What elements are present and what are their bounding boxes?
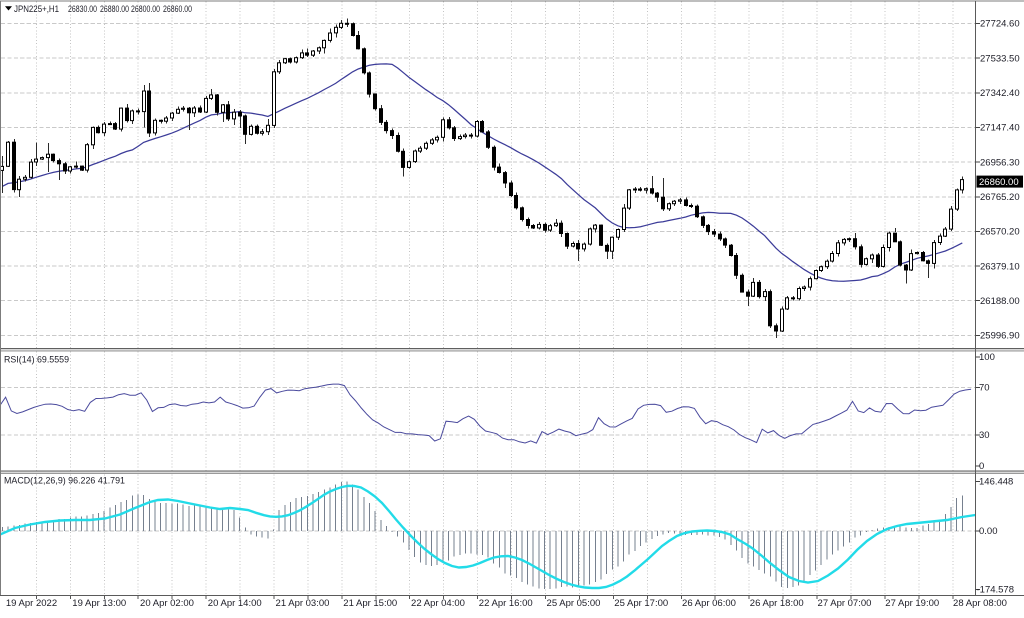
svg-text:25 Apr 17:00: 25 Apr 17:00 bbox=[614, 598, 668, 609]
svg-text:19 Apr 2022: 19 Apr 2022 bbox=[6, 598, 57, 609]
svg-text:70: 70 bbox=[979, 383, 990, 394]
svg-text:26 Apr 18:00: 26 Apr 18:00 bbox=[750, 598, 804, 609]
svg-text:27724.60: 27724.60 bbox=[980, 19, 1020, 30]
svg-text:26956.30: 26956.30 bbox=[980, 157, 1020, 168]
svg-text:19 Apr 13:00: 19 Apr 13:00 bbox=[72, 598, 126, 609]
svg-text:26830.00: 26830.00 bbox=[68, 4, 97, 14]
svg-text:0.00: 0.00 bbox=[979, 526, 998, 537]
svg-text:100: 100 bbox=[979, 352, 995, 363]
svg-text:26188.00: 26188.00 bbox=[980, 296, 1020, 307]
svg-text:26765.20: 26765.20 bbox=[980, 192, 1020, 203]
svg-text:26860.00: 26860.00 bbox=[163, 4, 192, 14]
svg-text:-174.578: -174.578 bbox=[977, 585, 1015, 596]
svg-text:21 Apr 03:00: 21 Apr 03:00 bbox=[276, 598, 330, 609]
svg-text:MACD(12,26,9) 96.226 41.791: MACD(12,26,9) 96.226 41.791 bbox=[4, 476, 125, 487]
svg-text:RSI(14) 69.5559: RSI(14) 69.5559 bbox=[4, 355, 69, 366]
svg-text:30: 30 bbox=[979, 430, 990, 441]
svg-text:27342.40: 27342.40 bbox=[980, 88, 1020, 99]
svg-text:0: 0 bbox=[979, 461, 984, 472]
svg-text:20 Apr 02:00: 20 Apr 02:00 bbox=[140, 598, 194, 609]
svg-text:JPN225+,H1: JPN225+,H1 bbox=[14, 4, 59, 14]
svg-text:25996.90: 25996.90 bbox=[980, 331, 1020, 342]
svg-text:26 Apr 06:00: 26 Apr 06:00 bbox=[682, 598, 736, 609]
svg-text:26379.10: 26379.10 bbox=[980, 261, 1020, 272]
svg-text:25 Apr 05:00: 25 Apr 05:00 bbox=[547, 598, 601, 609]
svg-text:26800.00: 26800.00 bbox=[131, 4, 160, 14]
svg-text:21 Apr 15:00: 21 Apr 15:00 bbox=[343, 598, 397, 609]
svg-text:28 Apr 08:00: 28 Apr 08:00 bbox=[953, 598, 1007, 609]
svg-text:26570.20: 26570.20 bbox=[980, 227, 1020, 238]
svg-text:22 Apr 04:00: 22 Apr 04:00 bbox=[411, 598, 465, 609]
svg-text:20 Apr 14:00: 20 Apr 14:00 bbox=[208, 598, 262, 609]
svg-text:27533.50: 27533.50 bbox=[980, 53, 1020, 64]
svg-text:27 Apr 19:00: 27 Apr 19:00 bbox=[885, 598, 939, 609]
svg-text:146.448: 146.448 bbox=[979, 477, 1013, 488]
svg-text:27 Apr 07:00: 27 Apr 07:00 bbox=[818, 598, 872, 609]
svg-text:26880.00: 26880.00 bbox=[100, 4, 129, 14]
svg-text:22 Apr 16:00: 22 Apr 16:00 bbox=[479, 598, 533, 609]
svg-text:26860.00: 26860.00 bbox=[979, 177, 1019, 188]
svg-text:27147.40: 27147.40 bbox=[980, 123, 1020, 134]
